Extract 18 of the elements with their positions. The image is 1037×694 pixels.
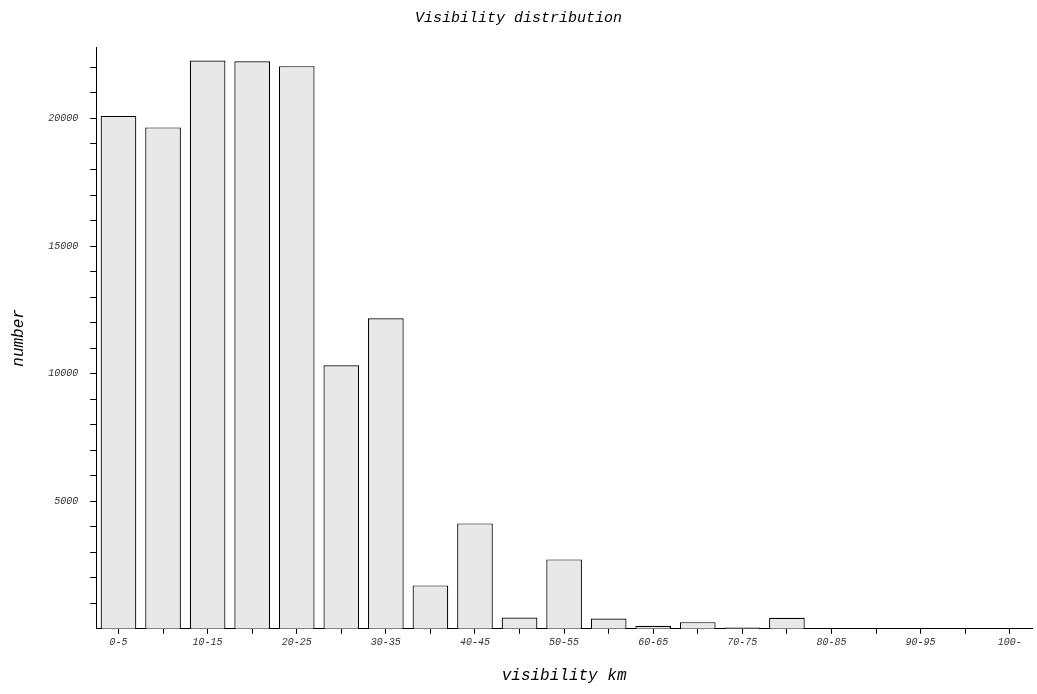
x-tick-label: 50-55 — [549, 637, 580, 649]
x-tick-label: 40-45 — [459, 637, 490, 649]
y-axis-title: number — [9, 309, 28, 367]
y-tick-label: 5000 — [54, 495, 79, 507]
chart-title: Visibility distribution — [414, 9, 623, 27]
y-tick-label: 10000 — [48, 368, 79, 380]
x-tick-label: 30-35 — [370, 637, 401, 649]
x-tick-label: 90-95 — [905, 637, 936, 649]
x-tick-label: 100- — [997, 637, 1022, 649]
x-tick-label: 60-65 — [638, 637, 669, 649]
x-tick-label: 20-25 — [281, 637, 312, 649]
x-tick-label: 80-85 — [816, 637, 847, 649]
x-tick-label: 0-5 — [109, 637, 128, 649]
y-tick-label: 20000 — [48, 113, 79, 125]
x-tick-label: 70-75 — [727, 637, 758, 649]
y-tick-label: 15000 — [48, 240, 79, 252]
x-axis-title: visibility km — [501, 666, 627, 685]
x-tick-label: 10-15 — [192, 637, 223, 649]
